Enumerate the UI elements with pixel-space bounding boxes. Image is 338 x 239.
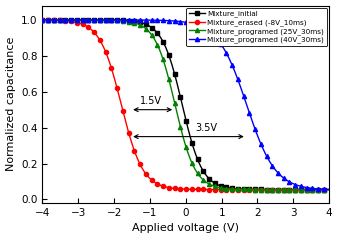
Mixture_programed (25V_30ms) [275,188,280,191]
Mixture_initial [211,181,215,184]
Mixture_programed (25V_30ms) [178,125,183,128]
Mixture_initial [196,158,200,161]
Mixture_initial [327,188,331,191]
Line: Mixture_initial: Mixture_initial [40,18,331,192]
Mixture_erased (-8V_10ms) [178,187,183,190]
Mixture_erased (-8V_10ms) [320,188,324,191]
Mixture_initial [176,88,180,91]
Line: Mixture_erased (-8V_10ms): Mixture_erased (-8V_10ms) [40,18,331,192]
Legend: Mixture_initial, Mixture_erased (-8V_10ms), Mixture_programed (25V_30ms), Mixtur: Mixture_initial, Mixture_erased (-8V_10m… [186,8,327,46]
Mixture_programed (40V_30ms) [176,20,180,23]
Mixture_programed (40V_30ms) [41,18,45,21]
Mixture_programed (40V_30ms) [275,171,280,174]
Mixture_programed (25V_30ms) [196,172,200,175]
Text: 1.5V: 1.5V [140,96,162,106]
Mixture_erased (-8V_10ms) [196,188,200,191]
Mixture_programed (40V_30ms) [320,188,324,191]
Y-axis label: Normalized capacitance: Normalized capacitance [5,37,16,171]
Mixture_initial [178,95,183,98]
Mixture_initial [320,188,324,191]
X-axis label: Applied voltage (V): Applied voltage (V) [132,223,239,234]
Mixture_programed (40V_30ms) [211,33,215,36]
Mixture_programed (40V_30ms) [196,24,200,27]
Mixture_initial [41,18,45,21]
Mixture_erased (-8V_10ms) [327,188,331,191]
Mixture_programed (25V_30ms) [41,18,45,21]
Mixture_programed (25V_30ms) [176,118,180,121]
Line: Mixture_programed (25V_30ms): Mixture_programed (25V_30ms) [40,18,331,192]
Mixture_erased (-8V_10ms) [41,18,45,21]
Mixture_programed (25V_30ms) [327,188,331,191]
Mixture_programed (40V_30ms) [178,20,183,23]
Text: 3.5V: 3.5V [195,123,217,133]
Mixture_initial [275,188,280,191]
Mixture_erased (-8V_10ms) [176,187,180,190]
Mixture_programed (40V_30ms) [327,188,331,191]
Mixture_erased (-8V_10ms) [275,188,280,191]
Mixture_programed (25V_30ms) [320,188,324,191]
Line: Mixture_programed (40V_30ms): Mixture_programed (40V_30ms) [40,18,331,192]
Mixture_erased (-8V_10ms) [211,188,215,191]
Mixture_programed (25V_30ms) [211,184,215,187]
